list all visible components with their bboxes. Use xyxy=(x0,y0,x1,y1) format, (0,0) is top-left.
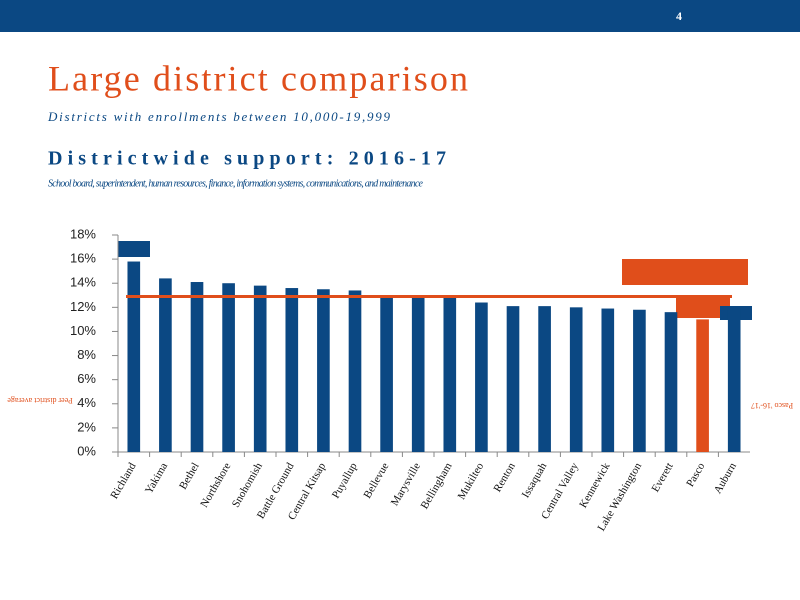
y-tick-label: 10% xyxy=(70,323,96,338)
x-tick-label: Snohomish xyxy=(230,460,265,509)
bar xyxy=(696,319,709,452)
callout-box xyxy=(676,296,730,318)
description: School board, superintendent, human reso… xyxy=(48,178,424,189)
subtitle: Districts with enrollments between 10,00… xyxy=(47,109,391,124)
bar xyxy=(727,308,741,452)
y-tick-label: 6% xyxy=(77,371,96,386)
bar xyxy=(411,297,425,452)
x-tick-label: Kennewick xyxy=(577,460,613,510)
bar xyxy=(538,306,551,452)
bar xyxy=(348,290,362,452)
callout-box xyxy=(622,259,748,285)
x-tick-label: Marysville xyxy=(389,461,423,508)
x-tick-label: Mukilteo xyxy=(456,460,487,501)
y-tick-label: 0% xyxy=(77,443,96,458)
page-number: 4 xyxy=(676,9,682,23)
bar xyxy=(317,289,330,452)
y-tick-label: 14% xyxy=(70,275,96,290)
x-tick-label: Yakima xyxy=(143,461,170,496)
x-tick-label: Everett xyxy=(650,461,676,495)
x-tick-label: Bellingham xyxy=(419,460,455,511)
bar xyxy=(633,309,646,452)
x-tick-label: Puyallup xyxy=(330,460,360,500)
bar xyxy=(475,302,488,452)
bar xyxy=(569,307,583,452)
bar xyxy=(253,285,267,452)
highlight-label: Pasco '16-'17 xyxy=(751,401,793,410)
slide-title: Large district comparison xyxy=(48,58,468,98)
y-tick-label: 8% xyxy=(77,347,96,362)
bar xyxy=(159,278,172,452)
x-tick-label: Northshore xyxy=(198,461,233,510)
x-tick-label: Issaquah xyxy=(520,460,550,500)
x-tick-label: Bellevue xyxy=(361,461,391,501)
y-tick-label: 12% xyxy=(70,299,96,314)
y-tick-label: 18% xyxy=(70,226,96,241)
bar xyxy=(506,306,520,452)
average-label: Peer district average xyxy=(7,396,73,405)
section-title: Districtwide support: 2016-17 xyxy=(48,148,446,170)
bar xyxy=(380,295,393,452)
y-tick-label: 4% xyxy=(77,395,96,410)
bar xyxy=(190,282,204,452)
bar xyxy=(664,312,678,452)
header-bar xyxy=(0,0,800,32)
bar xyxy=(601,308,615,452)
bar xyxy=(127,261,141,452)
x-tick-label: Richland xyxy=(108,460,138,501)
y-tick-label: 16% xyxy=(70,251,96,266)
x-tick-label: Auburn xyxy=(712,460,739,496)
x-tick-label: Bethel xyxy=(177,461,202,492)
x-tick-label: Pasco xyxy=(684,460,707,489)
x-tick-label: Renton xyxy=(492,460,519,494)
bar xyxy=(222,283,235,452)
bar xyxy=(443,297,457,452)
bar xyxy=(285,288,299,452)
callout-box xyxy=(118,241,150,257)
y-tick-label: 2% xyxy=(77,419,96,434)
